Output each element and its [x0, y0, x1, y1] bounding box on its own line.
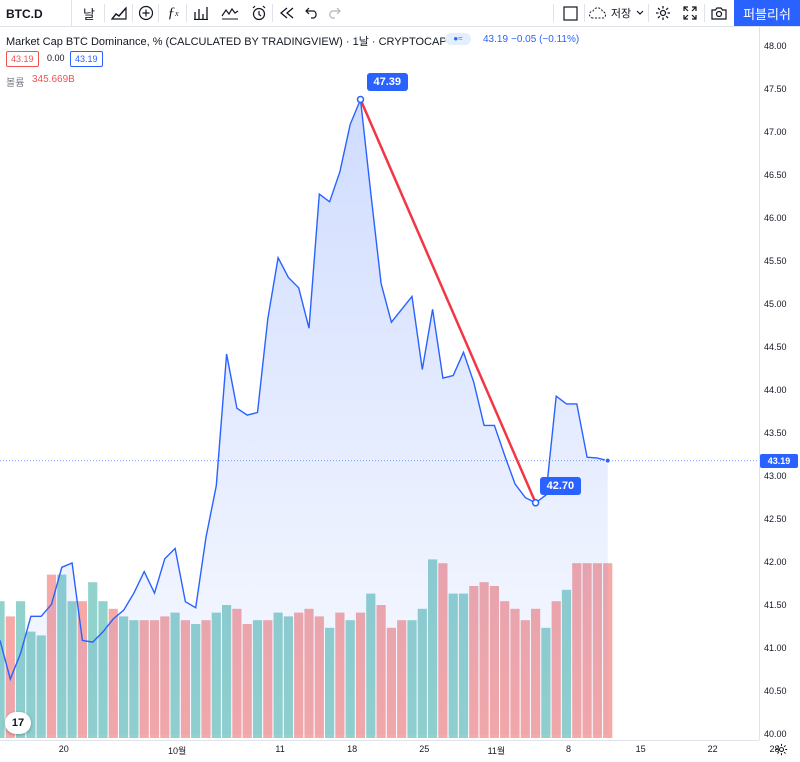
- toolbar-divider: [584, 4, 585, 22]
- last-price-dot: [604, 457, 611, 464]
- time-axis-tick: 8: [565, 744, 572, 754]
- save-button[interactable]: 저장: [610, 8, 632, 20]
- trend-line-start-handle: [356, 95, 365, 104]
- price-axis-tick: 42.00: [764, 557, 787, 567]
- price-axis-tick: 45.00: [764, 299, 787, 309]
- axis-settings-icon[interactable]: [775, 743, 788, 761]
- toolbar-divider: [132, 4, 133, 22]
- change-value: −0.05 (−0.11%): [511, 34, 580, 45]
- redo-icon[interactable]: [322, 0, 346, 26]
- price-axis-tick: 47.50: [764, 84, 787, 94]
- price-axis-tick: 47.00: [764, 127, 787, 137]
- high-value-callout: 47.39: [366, 73, 409, 92]
- time-axis-tick: 18: [347, 744, 358, 754]
- trend-line-end-handle: [531, 499, 540, 507]
- time-axis-tick: 11: [275, 744, 285, 754]
- chart-type-icon[interactable]: [106, 0, 132, 26]
- toolbar-divider: [648, 4, 649, 22]
- price-axis-tick: 43.00: [764, 471, 787, 481]
- price-axis-tick: 43.50: [764, 428, 787, 438]
- time-axis-tick: 15: [635, 744, 646, 754]
- layout-square-icon[interactable]: [558, 0, 582, 26]
- price-axis-tick: 41.50: [764, 600, 787, 610]
- replay-chart-icon[interactable]: [216, 0, 244, 26]
- compare-plus-icon[interactable]: [134, 0, 158, 26]
- undo-icon[interactable]: [300, 0, 324, 26]
- time-axis-tick: 20: [58, 744, 69, 754]
- price-axis-tick: 46.50: [764, 170, 787, 180]
- trend-line: [359, 98, 537, 504]
- last-value: 43.19: [483, 34, 509, 45]
- tradingview-logo[interactable]: 17: [5, 712, 31, 734]
- alert-clock-icon[interactable]: [246, 0, 272, 26]
- volume-label[interactable]: 볼륨: [6, 78, 25, 89]
- price-axis-tick: 46.00: [764, 213, 787, 223]
- series-title[interactable]: Market Cap BTC Dominance, % (CALCULATED …: [6, 36, 447, 48]
- volume-value: 345.669B: [32, 74, 75, 85]
- price-axis-tick: 41.00: [764, 643, 787, 653]
- series-legend: Market Cap BTC Dominance, % (CALCULATED …: [6, 33, 447, 49]
- bid-pill[interactable]: 43.19: [6, 51, 39, 67]
- interval-button[interactable]: 날: [83, 6, 95, 22]
- time-axis-tick: 22: [707, 744, 718, 754]
- price-axis-tick: 40.50: [764, 686, 787, 696]
- price-line: [0, 99, 608, 682]
- price-axis-tick: 42.50: [764, 514, 787, 524]
- price-axis-tick: 45.50: [764, 256, 787, 266]
- chevron-down-icon[interactable]: [634, 0, 646, 26]
- rewind-icon[interactable]: [274, 0, 300, 26]
- toolbar-divider: [158, 4, 159, 22]
- price-axis-tick: 40.00: [764, 729, 787, 739]
- ask-pill[interactable]: 43.19: [70, 51, 103, 67]
- area-fill: [0, 99, 608, 735]
- camera-icon[interactable]: [706, 0, 732, 26]
- toolbar-divider: [104, 4, 105, 22]
- last-price-tag: 43.19: [760, 453, 798, 468]
- price-axis-tick: 44.50: [764, 342, 787, 352]
- toolbar-divider: [704, 4, 705, 22]
- time-axis-tick: 10월: [167, 746, 187, 756]
- toolbar-divider: [553, 4, 554, 22]
- time-axis-tick: 28: [769, 744, 780, 754]
- price-axis[interactable]: [759, 27, 800, 740]
- fullscreen-icon[interactable]: [678, 0, 702, 26]
- toolbar-divider: [272, 4, 273, 22]
- time-axis-tick: 25: [419, 744, 430, 754]
- gear-icon[interactable]: [651, 0, 675, 26]
- toolbar-divider: [186, 4, 187, 22]
- symbol-search[interactable]: BTC.D: [0, 0, 72, 26]
- low-value-callout: 42.70: [539, 476, 582, 495]
- templates-bars-icon[interactable]: [188, 0, 214, 26]
- market-status-icon[interactable]: ●≈: [445, 33, 471, 45]
- price-axis-tick: 44.00: [764, 385, 787, 395]
- publish-button[interactable]: 퍼블리쉬: [734, 0, 800, 26]
- cloud-save-icon[interactable]: [588, 0, 608, 26]
- time-axis-tick: 11월: [487, 746, 506, 756]
- spread-value: 0.00: [47, 53, 65, 63]
- time-axis[interactable]: [0, 740, 759, 762]
- price-axis-tick: 48.00: [764, 41, 787, 51]
